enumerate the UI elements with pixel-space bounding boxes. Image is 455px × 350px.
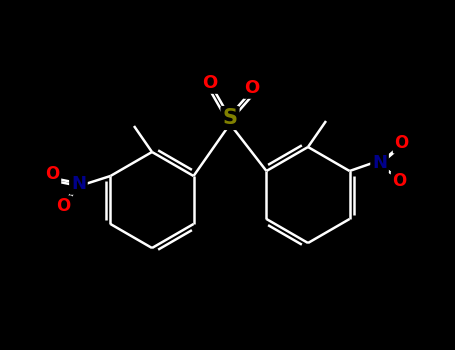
- Text: S: S: [222, 108, 238, 128]
- Text: O: O: [46, 165, 60, 183]
- Text: N: N: [372, 154, 387, 172]
- Text: O: O: [202, 74, 217, 92]
- Text: O: O: [393, 172, 407, 190]
- Text: O: O: [56, 197, 71, 215]
- Text: N: N: [71, 175, 86, 193]
- Text: O: O: [394, 134, 409, 152]
- Text: O: O: [244, 79, 260, 97]
